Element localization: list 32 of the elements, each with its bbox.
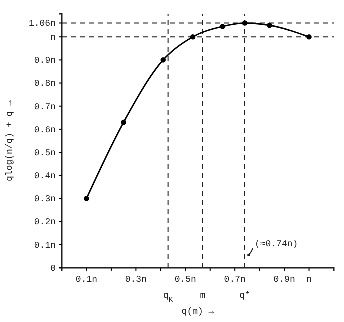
y-tick-label: 0.5n [34, 148, 56, 158]
y-tick-label: 0.8n [34, 79, 56, 90]
y-tick-label: 1.06n [28, 19, 56, 30]
point [190, 34, 196, 40]
annotation: (≈0.74n) [254, 239, 298, 250]
point [242, 20, 248, 26]
y-tick-label: 0 [50, 264, 56, 274]
y-tick-label: 0.7n [34, 102, 56, 112]
y-tick-label: 0.3n [34, 194, 56, 205]
ref-line-label: q* [240, 291, 250, 301]
x-tick-label: 0.7n [224, 275, 246, 286]
y-tick-label: 0.1n [34, 240, 56, 251]
y-tick-label: 0.2n [34, 218, 56, 228]
x-tick-label: 0.1n [76, 275, 98, 286]
point [306, 34, 312, 40]
point [121, 120, 126, 126]
point [267, 22, 272, 28]
x-tick-label: 0.9n [274, 275, 296, 286]
point [160, 58, 166, 63]
point [220, 24, 226, 30]
x-tick-label: 0.5n [174, 275, 196, 286]
y-axis-title: qlog(n/q) + q → [5, 100, 15, 182]
y-tick-label: 0.9n [34, 56, 56, 66]
ref-line-label: q$_{K}$ [164, 291, 174, 305]
ref-line-label: m [200, 291, 206, 301]
point [84, 196, 90, 202]
x-tick-label: n [306, 275, 312, 286]
x-axis-title: q(m) → [182, 307, 215, 317]
y-tick-label: 0.6n [34, 125, 56, 136]
y-tick-label: 0.4n [34, 172, 56, 182]
y-tick-label: n [50, 32, 56, 43]
x-tick-label: 0.3n [125, 275, 147, 286]
